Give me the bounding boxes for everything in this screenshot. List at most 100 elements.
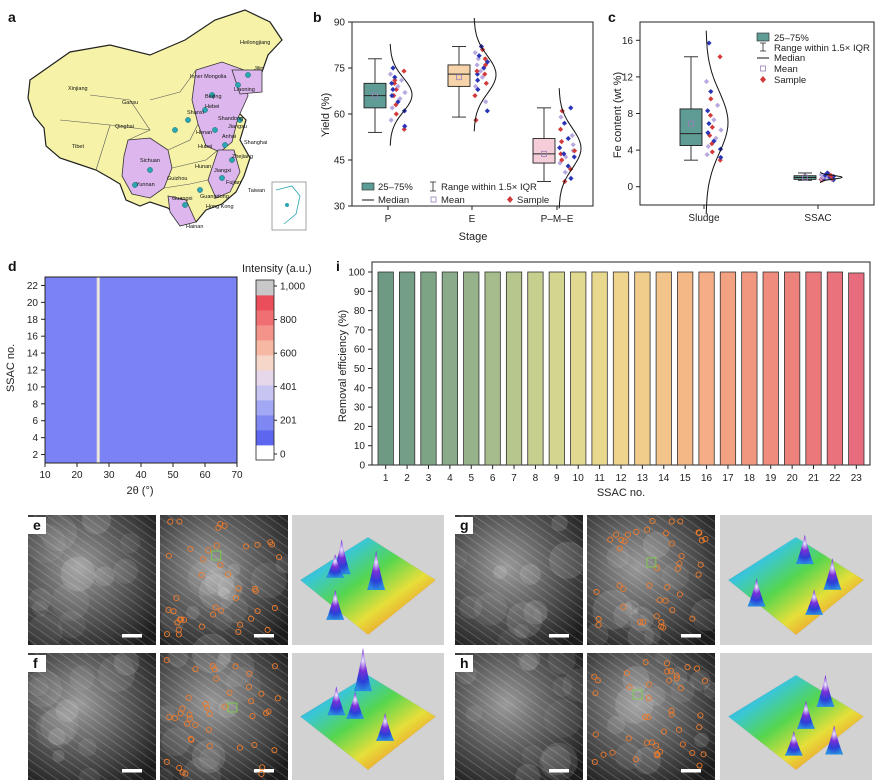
y-tick-label: 0 xyxy=(359,461,365,472)
atom-marker-circle xyxy=(654,751,661,758)
bar xyxy=(398,271,416,466)
heatmap-peak-halo xyxy=(96,277,97,463)
sem-bright-patch xyxy=(515,764,541,782)
y-tick-label: 30 xyxy=(334,202,346,213)
sem-bright-patch xyxy=(187,560,223,596)
panel-g: g xyxy=(444,514,872,659)
atom-marker-circle xyxy=(669,607,676,614)
atom-marker-circle xyxy=(697,712,704,719)
province-label: Taiwan xyxy=(248,188,265,194)
atom-marker-circle xyxy=(175,631,182,638)
x-tick-label: 10 xyxy=(573,473,585,484)
y-tick-label: 90 xyxy=(354,287,366,298)
bar xyxy=(848,272,865,466)
x-axis-label: 2θ (°) xyxy=(126,485,153,497)
sem-bright-patch xyxy=(24,670,62,708)
bar xyxy=(463,271,480,466)
bar xyxy=(548,271,565,466)
sample-point xyxy=(709,124,715,130)
x-axis-label: SSAC no. xyxy=(597,487,645,499)
sem-bright-patch xyxy=(275,556,293,574)
sample-point xyxy=(568,166,574,172)
legend-label-sample: Sample xyxy=(517,195,549,206)
atom-marker-circle xyxy=(643,739,650,746)
atom-marker-circle xyxy=(237,621,244,628)
sem-bright-patch xyxy=(517,647,541,671)
box xyxy=(532,138,556,164)
sem-bright-patch xyxy=(497,628,528,659)
bar xyxy=(612,271,630,466)
legend-label-mean: Mean xyxy=(774,64,798,75)
atom-marker-circle xyxy=(242,543,250,550)
sample-point xyxy=(718,127,724,133)
sem-bright-patch xyxy=(181,757,222,782)
bar xyxy=(719,271,737,466)
y-tick-label: 4 xyxy=(32,433,38,444)
sem-bright-patch xyxy=(643,627,661,645)
sample-point xyxy=(484,59,491,65)
atom-marker-circle xyxy=(206,710,213,717)
sem-bright-patch xyxy=(606,545,630,569)
atom-marker-circle xyxy=(653,742,660,749)
density-curve xyxy=(473,17,497,132)
panel-label: a xyxy=(8,9,16,25)
sem-texture xyxy=(455,515,583,645)
plot-frame xyxy=(351,21,594,207)
atom-marker-circle xyxy=(616,582,623,589)
atom-marker-circle xyxy=(182,770,189,777)
atom-marker-circle xyxy=(205,726,212,733)
atom-marker-circle xyxy=(271,747,278,754)
sample-point xyxy=(390,86,396,93)
box xyxy=(679,108,703,146)
atom-marker-circle xyxy=(645,681,652,688)
atom-marker-circle xyxy=(163,758,170,765)
sem-bright-patch xyxy=(633,746,661,775)
sem-bright-patch xyxy=(514,623,530,639)
sample-point xyxy=(392,74,398,80)
legend-swatch-sample xyxy=(760,76,766,83)
sem-bright-patch xyxy=(35,709,75,749)
atom-marker-circle xyxy=(678,553,685,560)
sem-bright-patch xyxy=(645,686,666,707)
atom-marker-circle xyxy=(676,560,683,567)
province-label: Hebei xyxy=(205,104,219,110)
atom-marker-circle xyxy=(633,528,640,535)
sem-bright-patch xyxy=(81,504,112,535)
intensity-peak xyxy=(747,578,766,607)
intensity-peak xyxy=(346,691,365,719)
province-label: Hunan xyxy=(195,164,211,170)
colorbar-segment xyxy=(256,325,274,341)
sem-bright-patch xyxy=(158,705,176,722)
intensity-peak xyxy=(327,686,346,716)
atom-marker-circle xyxy=(248,615,255,622)
colorbar-frame xyxy=(255,279,275,461)
sem-bright-patch xyxy=(615,685,654,724)
scale-bar xyxy=(549,634,569,638)
atom-marker-circle xyxy=(211,666,218,673)
scale-bar xyxy=(254,634,274,638)
panel-e: e xyxy=(26,504,444,650)
sample-point xyxy=(482,56,488,62)
atom-marker-circle xyxy=(167,518,174,525)
atom-marker-circle xyxy=(205,547,212,554)
sem-bright-patch xyxy=(48,728,66,746)
sem-bright-patch xyxy=(458,595,483,619)
colorbar-tick-label: 201 xyxy=(280,416,297,427)
x-tick-label: 22 xyxy=(829,473,841,484)
bar xyxy=(762,271,779,466)
legend-label-mean: Mean xyxy=(441,195,465,206)
scale-bar xyxy=(254,769,274,773)
atom-marker-circle xyxy=(595,621,602,629)
bar xyxy=(677,271,694,466)
sample-point xyxy=(401,68,407,74)
panel-label-background xyxy=(455,517,473,534)
mean-marker xyxy=(372,92,378,99)
sem-bright-patch xyxy=(78,738,97,757)
y-axis-label: Yield (%) xyxy=(320,93,332,137)
bar xyxy=(784,271,801,466)
sem-texture xyxy=(160,515,288,645)
sem-bright-patch xyxy=(226,666,261,702)
sem-texture xyxy=(160,653,288,780)
colorbar-tick-label: 600 xyxy=(280,349,297,360)
